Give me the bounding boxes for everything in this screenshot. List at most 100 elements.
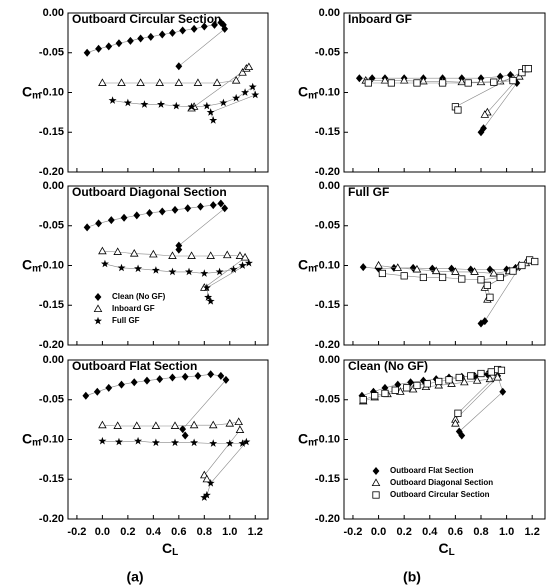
y-tick-label: -0.15	[315, 473, 340, 485]
legend-label: Clean (No GF)	[112, 292, 166, 301]
marker-diamond	[83, 223, 91, 232]
marker-square	[518, 261, 526, 270]
marker-star	[108, 96, 117, 104]
marker-diamond	[209, 201, 217, 210]
x-tick-label: 0.6	[448, 526, 463, 538]
marker-triangle	[212, 78, 222, 86]
marker-triangle	[235, 425, 245, 433]
marker-triangle	[393, 263, 403, 271]
plot-frame	[67, 12, 269, 173]
marker-diamond	[207, 370, 215, 379]
panel-title: Outboard Circular Section	[72, 12, 221, 26]
y-axis-label-main: C	[298, 256, 308, 272]
marker-square	[435, 377, 443, 386]
y-tick-label: 0.00	[43, 354, 64, 366]
marker-triangle	[187, 251, 196, 259]
legend-label: Full GF	[112, 316, 140, 325]
y-tick-label: -0.20	[315, 513, 340, 525]
marker-star	[140, 100, 149, 108]
marker-star	[219, 98, 228, 107]
marker-square	[531, 257, 539, 266]
marker-triangle	[193, 78, 203, 86]
marker-diamond	[190, 24, 198, 33]
y-axis-label-main: C	[298, 83, 308, 99]
marker-diamond	[83, 48, 91, 57]
marker-triangle	[117, 78, 126, 86]
legend-label: Outboard Circular Section	[390, 490, 490, 499]
y-axis-label-main: C	[298, 430, 308, 446]
marker-star	[114, 437, 123, 446]
y-tick-label: -0.10	[315, 433, 340, 445]
marker-square	[458, 275, 466, 283]
marker-square	[509, 267, 517, 275]
marker-star	[202, 490, 211, 499]
marker-diamond	[359, 263, 367, 272]
x-tick-label: 1.2	[525, 526, 540, 538]
marker-star	[248, 82, 257, 91]
marker-triangle	[174, 78, 184, 86]
legend-label: Outboard Diagonal Section	[390, 478, 493, 487]
marker-diamond	[137, 34, 145, 43]
marker-square	[438, 79, 447, 87]
y-axis-label: Cm	[22, 430, 41, 448]
marker-diamond	[130, 378, 138, 387]
y-axis-label-main: C	[22, 83, 32, 99]
legend-label: Inboard GF	[112, 304, 155, 313]
marker-star	[134, 436, 143, 445]
x-tick-label: -0.2	[343, 526, 362, 538]
marker-square	[486, 293, 494, 301]
marker-diamond	[419, 376, 427, 385]
marker-diamond	[171, 205, 179, 214]
marker-square	[364, 79, 372, 87]
marker-star	[241, 88, 250, 96]
y-tick-label: -0.20	[39, 339, 64, 351]
panel-title: Outboard Flat Section	[72, 359, 197, 373]
x-tick-label: -0.2	[67, 526, 86, 538]
marker-square	[490, 78, 498, 86]
marker-star	[151, 266, 160, 274]
marker-square	[445, 376, 453, 384]
marker-diamond	[181, 431, 189, 440]
marker-square	[483, 281, 491, 289]
marker-diamond	[105, 42, 113, 51]
y-tick-label: 0.00	[319, 354, 340, 366]
marker-triangle	[238, 68, 247, 76]
marker-star	[209, 116, 218, 124]
marker-star	[202, 101, 211, 110]
y-tick-label: -0.10	[39, 433, 64, 445]
x-tick-label: 0.4	[146, 526, 162, 538]
legend-marker	[93, 304, 103, 312]
y-tick-label: -0.15	[39, 126, 64, 138]
marker-star	[187, 102, 196, 111]
marker-triangle	[170, 421, 180, 429]
marker-triangle	[451, 418, 460, 427]
y-tick-label: -0.10	[315, 86, 340, 98]
marker-star	[117, 263, 126, 272]
marker-star	[215, 267, 224, 276]
marker-diamond	[407, 378, 414, 387]
marker-star	[185, 267, 194, 276]
x-tick-label: 0.6	[171, 526, 186, 538]
y-tick-label: -0.20	[315, 166, 340, 178]
marker-diamond	[222, 375, 230, 384]
marker-diamond	[370, 387, 377, 396]
marker-diamond	[179, 26, 187, 35]
marker-square	[387, 79, 395, 87]
marker-diamond	[82, 391, 90, 400]
marker-star	[242, 437, 251, 446]
marker-square	[454, 106, 462, 114]
marker-triangle	[470, 267, 479, 275]
marker-diamond	[107, 216, 115, 225]
marker-star	[151, 438, 160, 447]
marker-star	[123, 98, 132, 107]
y-tick-label: -0.15	[39, 473, 64, 485]
marker-diamond	[175, 245, 183, 254]
x-tick-label: 0.0	[95, 526, 110, 538]
caption: (a)	[126, 569, 143, 585]
marker-square	[378, 269, 387, 278]
panel-title: Outboard Diagonal Section	[72, 185, 227, 199]
x-tick-label: 0.8	[473, 526, 488, 538]
marker-diamond	[179, 425, 187, 434]
y-axis-label-sub: m	[308, 263, 317, 274]
y-tick-label: -0.05	[39, 394, 64, 406]
